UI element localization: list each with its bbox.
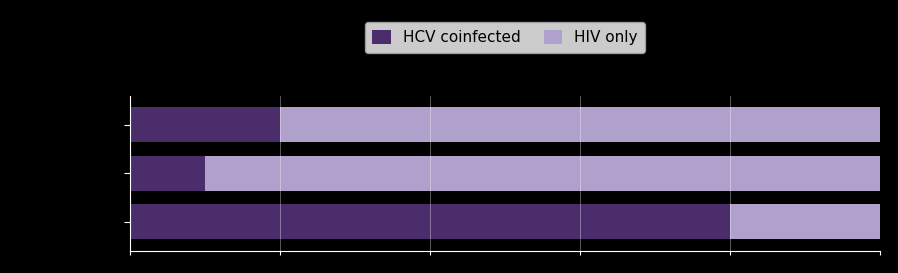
Bar [280, 107, 880, 142]
Bar [730, 204, 880, 239]
Bar [205, 156, 880, 191]
Bar [130, 107, 280, 142]
Bar [130, 156, 205, 191]
Bar [130, 204, 730, 239]
Legend: HCV coinfected, HIV only: HCV coinfected, HIV only [365, 22, 646, 53]
